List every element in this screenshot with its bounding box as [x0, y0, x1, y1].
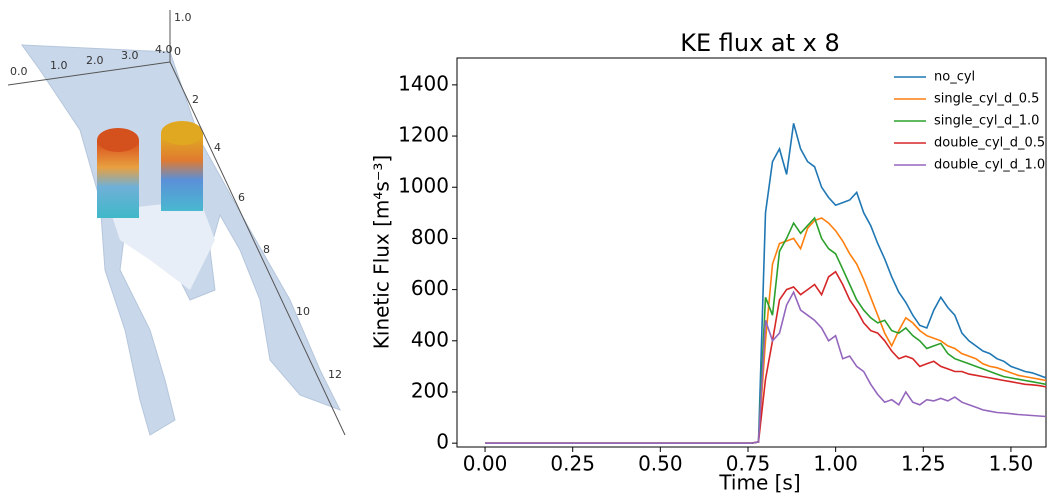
line-chart: KE flux at x 8 Time [s] Kinetic Flux [m⁴… [370, 29, 1047, 495]
axis-label: 2 [192, 93, 199, 106]
axis-label: 4.0 [155, 43, 173, 56]
axis-label: 6 [238, 191, 245, 204]
y-tick-label: 800 [411, 225, 449, 249]
axis-label: 12 [328, 368, 342, 381]
axis-line [7, 61, 171, 86]
axis-line [169, 61, 346, 436]
x-tick-label: 0.50 [638, 452, 683, 476]
chart-title: KE flux at x 8 [680, 29, 840, 57]
legend-label: single_cyl_d_0.5 [934, 92, 1039, 107]
render-3d: 1.0 0.0 1.0 2.0 3.0 4.0 0 2 4 6 8 10 12 [7, 10, 346, 436]
plot-frame [456, 57, 1047, 448]
y-tick-label: 1000 [398, 174, 449, 198]
series-line [485, 290, 1047, 444]
x-tick-label: 1.50 [989, 452, 1034, 476]
cylinder [97, 140, 139, 218]
y-tick-label: 1400 [398, 71, 449, 95]
cylinder-top [161, 121, 203, 145]
legend-label: double_cyl_d_0.5 [934, 136, 1045, 151]
y-tick-label: 600 [411, 276, 449, 300]
x-tick-label: 1.25 [901, 452, 946, 476]
y-tick-label: 200 [411, 378, 449, 402]
wake [110, 200, 215, 290]
cylinder-top [97, 128, 139, 152]
y-tick-label: 1200 [398, 123, 449, 147]
x-tick-label: 0.25 [550, 452, 595, 476]
y-axis-label: Kinetic Flux [m⁴s⁻³] [370, 155, 394, 349]
axis-label: 0 [174, 45, 181, 58]
axis-label: 8 [263, 243, 270, 256]
cylinder [161, 133, 203, 211]
legend-label: single_cyl_d_1.0 [934, 114, 1039, 129]
x-axis-label: Time [s] [718, 471, 800, 495]
legend-label: no_cyl [934, 70, 975, 85]
axis-label: 10 [296, 305, 310, 318]
axis-label: 0.0 [10, 65, 28, 78]
legend-label: double_cyl_d_1.0 [934, 158, 1045, 173]
axis-label: 4 [214, 141, 221, 154]
y-tick-label: 0 [436, 430, 449, 454]
axis-label: 1.0 [50, 59, 68, 72]
y-tick-label: 400 [411, 327, 449, 351]
x-tick-label: 1.00 [813, 452, 858, 476]
axis-label: 1.0 [174, 11, 192, 24]
axis-label: 3.0 [121, 49, 139, 62]
x-tick-label: 0.75 [726, 452, 771, 476]
axis-label: 2.0 [86, 54, 104, 67]
x-tick-label: 0.00 [463, 452, 508, 476]
